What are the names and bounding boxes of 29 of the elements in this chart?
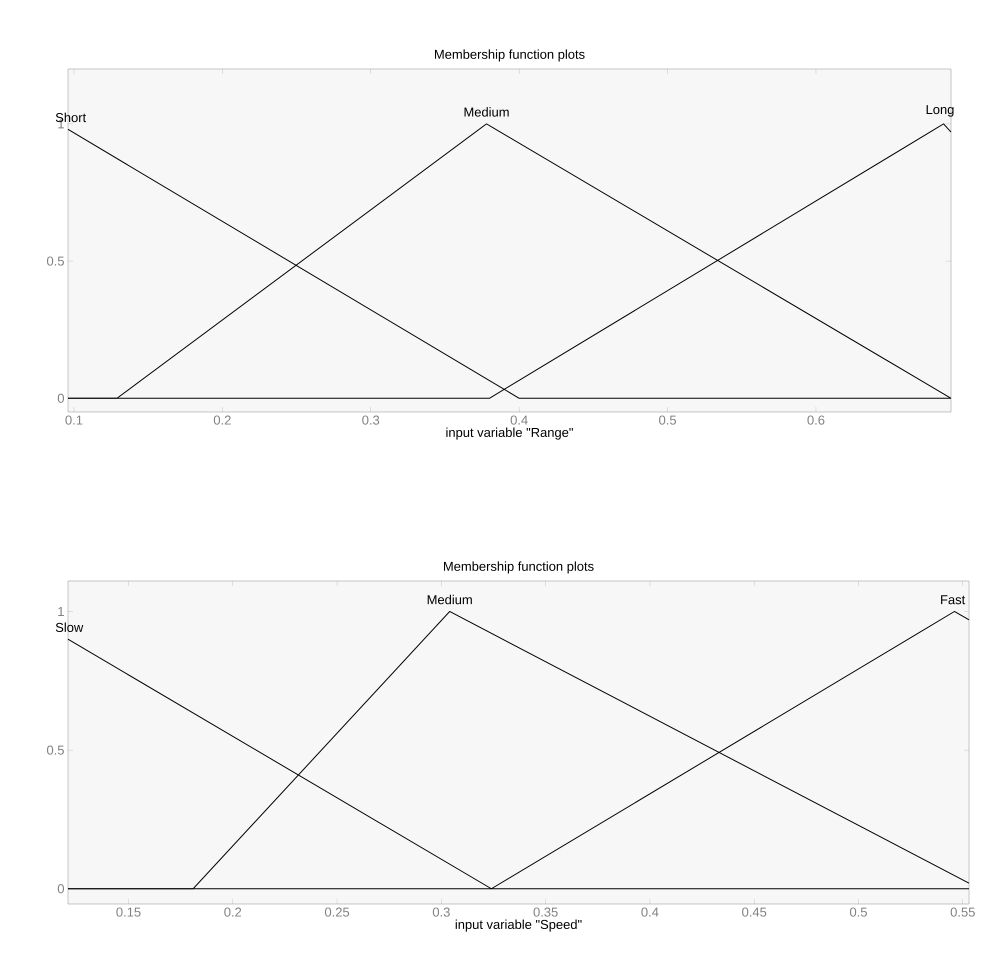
series-label: Fast — [941, 595, 966, 604]
x-tick-label: 0.35 — [534, 908, 558, 917]
x-tick-label: 0.3 — [362, 416, 380, 425]
x-tick-label: 0.3 — [432, 908, 450, 917]
x-tick-label: 0.4 — [641, 908, 659, 917]
x-tick-label: 0.5 — [850, 908, 867, 917]
series-label: Long — [926, 105, 954, 117]
x-tick-label: 0.4 — [510, 416, 528, 425]
x-tick-label: 0.2 — [224, 908, 242, 917]
y-tick-label: 1 — [58, 607, 64, 616]
x-tick-label: 0.1 — [65, 416, 82, 425]
x-tick-label: 0.5 — [659, 416, 676, 425]
x-axis-title: input variable "Range" — [446, 428, 573, 440]
x-tick-label: 0.6 — [807, 416, 824, 425]
x-axis-title: input variable "Speed" — [456, 920, 582, 932]
x-tick-label: 0.55 — [950, 908, 975, 917]
series-label: Medium — [464, 107, 509, 117]
y-tick-label: 0.5 — [46, 746, 64, 755]
y-tick-label: 0 — [58, 884, 64, 894]
series-label: Slow — [56, 622, 84, 632]
x-tick-label: 0.15 — [116, 908, 141, 917]
x-tick-label: 0.2 — [214, 416, 231, 425]
y-tick-label: 0 — [58, 394, 64, 403]
x-tick-label: 0.25 — [324, 908, 350, 917]
chart-title: Membership function plots — [434, 49, 585, 62]
chart-title: Membership function plots — [444, 561, 594, 574]
x-tick-label: 0.45 — [742, 908, 766, 917]
series-label: Medium — [428, 594, 472, 604]
y-tick-label: 0.5 — [46, 256, 64, 266]
